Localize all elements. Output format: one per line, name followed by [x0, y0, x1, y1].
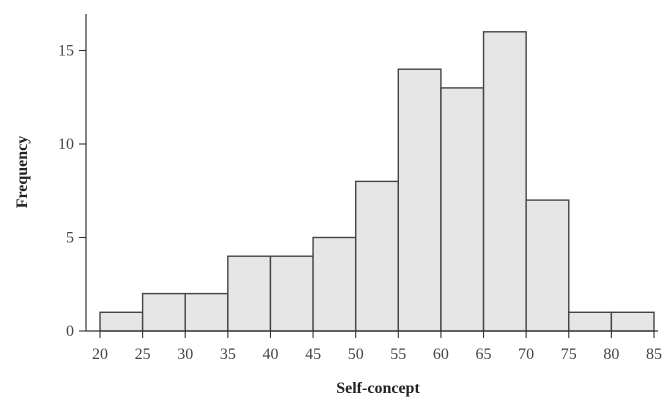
- y-axis-ticks: 0 5 10 15: [58, 43, 86, 340]
- x-tick-label-25: 25: [135, 346, 151, 363]
- x-tick-label-40: 40: [262, 346, 278, 363]
- x-tick-label-50: 50: [348, 346, 364, 363]
- histogram-bar-30-35: [184, 292, 229, 332]
- x-tick-label-70: 70: [518, 346, 534, 363]
- x-tick-label-85: 85: [646, 346, 662, 363]
- x-axis-ticks: 20 25 30 35 40 45 50 55 60 65 70 75 80 85: [92, 331, 662, 363]
- y-tick-label-0: 0: [66, 323, 74, 340]
- histogram-bar-50-55: [354, 180, 400, 332]
- axes-layer: [85, 14, 658, 332]
- histogram-bar-65-70: [482, 31, 527, 332]
- y-tick-label-10: 10: [58, 136, 74, 153]
- x-tick-label-80: 80: [603, 346, 619, 363]
- y-tick-label-15: 15: [58, 43, 74, 60]
- x-tick-label-60: 60: [433, 346, 449, 363]
- bars-layer: [99, 31, 655, 332]
- histogram-bar-75-80: [568, 311, 613, 332]
- x-tick-label-30: 30: [177, 346, 193, 363]
- histogram-bar-40-45: [269, 255, 314, 332]
- histogram-bar-60-65: [440, 87, 485, 332]
- x-tick-label-65: 65: [476, 346, 492, 363]
- x-tick-label-20: 20: [92, 346, 108, 363]
- histogram-bar-25-30: [141, 292, 186, 332]
- x-tick-label-75: 75: [561, 346, 577, 363]
- histogram-bar-55-60: [397, 68, 442, 332]
- x-tick-label-55: 55: [390, 346, 406, 363]
- y-axis-title: Frequency: [14, 136, 31, 209]
- x-axis-title: Self-concept: [336, 380, 420, 397]
- histogram-bar-35-40: [227, 255, 272, 332]
- histogram-bar-20-25: [99, 311, 144, 332]
- y-tick-label-5: 5: [66, 230, 74, 247]
- histogram-bar-80-85: [610, 311, 655, 332]
- x-tick-label-45: 45: [305, 346, 321, 363]
- x-tick-label-35: 35: [220, 346, 236, 363]
- histogram-bar-70-75: [525, 199, 570, 332]
- histogram-bar-45-50: [312, 236, 357, 332]
